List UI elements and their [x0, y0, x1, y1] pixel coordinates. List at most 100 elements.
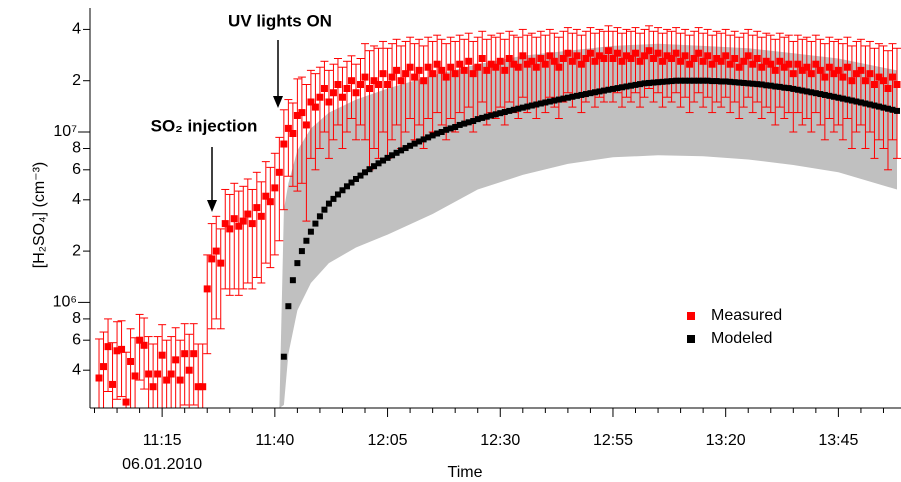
marker [244, 210, 252, 218]
marker [488, 112, 495, 119]
y-tick-label: 2 [72, 242, 81, 259]
marker [384, 154, 391, 161]
marker [397, 77, 405, 85]
error-bar [617, 32, 626, 108]
marker [609, 55, 617, 63]
marker [375, 81, 383, 89]
marker [515, 105, 522, 112]
marker [424, 63, 432, 71]
error-bar [338, 66, 347, 150]
error-bar [847, 45, 856, 150]
marker [682, 77, 689, 84]
marker [587, 90, 594, 97]
marker [113, 347, 121, 355]
marker [537, 55, 545, 63]
error-bar [685, 34, 694, 114]
marker [686, 60, 694, 68]
marker [785, 60, 793, 68]
marker [546, 98, 553, 105]
y-tick-label: 2 [72, 72, 81, 89]
marker [677, 77, 684, 84]
marker [329, 89, 337, 97]
error-bar [712, 30, 721, 103]
marker [577, 60, 585, 68]
marker [343, 85, 351, 93]
error-bar [748, 34, 757, 114]
marker [271, 184, 279, 192]
error-bar [708, 34, 717, 114]
marker [794, 86, 801, 93]
error-bar [225, 193, 234, 296]
marker [492, 63, 500, 71]
marker [320, 85, 328, 93]
marker [744, 52, 752, 60]
marker [100, 363, 108, 371]
error-bar [212, 215, 221, 320]
error-bar [554, 36, 563, 120]
marker [834, 66, 842, 74]
marker [415, 66, 423, 74]
marker [754, 81, 761, 88]
marker [875, 103, 882, 110]
error-bar [523, 34, 532, 114]
error-bar [874, 43, 883, 141]
marker [510, 106, 517, 113]
error-bar [690, 30, 699, 103]
marker [799, 87, 806, 94]
marker [681, 52, 689, 60]
legend-label: Modeled [711, 330, 772, 347]
x-tick-label: 11:15 [143, 432, 182, 449]
y-tick-label: 6 [72, 331, 81, 348]
marker [357, 172, 364, 179]
marker [352, 175, 359, 182]
marker [487, 60, 495, 68]
marker [790, 85, 797, 92]
error-bar [144, 336, 153, 408]
marker [618, 84, 625, 91]
error-bar [185, 333, 194, 408]
marker [731, 55, 739, 63]
marker [357, 81, 365, 89]
marker [375, 160, 382, 167]
marker [199, 383, 207, 391]
marker [483, 113, 490, 120]
marker [821, 73, 829, 81]
error-bar [464, 32, 473, 108]
marker [704, 52, 712, 60]
marker [803, 88, 810, 95]
error-bar [581, 30, 590, 103]
error-bar [446, 36, 455, 120]
marker [560, 95, 567, 102]
error-bar [780, 36, 789, 120]
error-bar [248, 188, 257, 290]
error-bar [207, 223, 216, 330]
marker [334, 81, 342, 89]
plot-area [95, 25, 901, 408]
marker [131, 372, 139, 380]
error-bar [455, 34, 464, 114]
marker [483, 66, 491, 74]
marker [600, 55, 608, 63]
x-tick-label: 13:45 [818, 432, 858, 449]
error-bar [631, 27, 640, 94]
error-bar [811, 34, 820, 114]
error-bar [518, 28, 527, 98]
error-bar [721, 28, 730, 98]
error-bar [401, 40, 410, 133]
error-bar [784, 34, 793, 114]
x-tick-label: 11:40 [255, 432, 294, 449]
error-bar [645, 25, 654, 90]
marker [443, 126, 450, 133]
marker [889, 106, 896, 113]
marker [523, 60, 531, 68]
error-bar [239, 185, 248, 290]
marker [578, 91, 585, 98]
marker [325, 98, 333, 106]
error-bar [442, 43, 451, 141]
marker [469, 70, 477, 78]
error-bar [627, 30, 636, 103]
error-bar [252, 171, 261, 278]
y-axis-title: [H₂SO₄] (cm⁻³) [31, 162, 48, 269]
error-bar [888, 43, 897, 141]
